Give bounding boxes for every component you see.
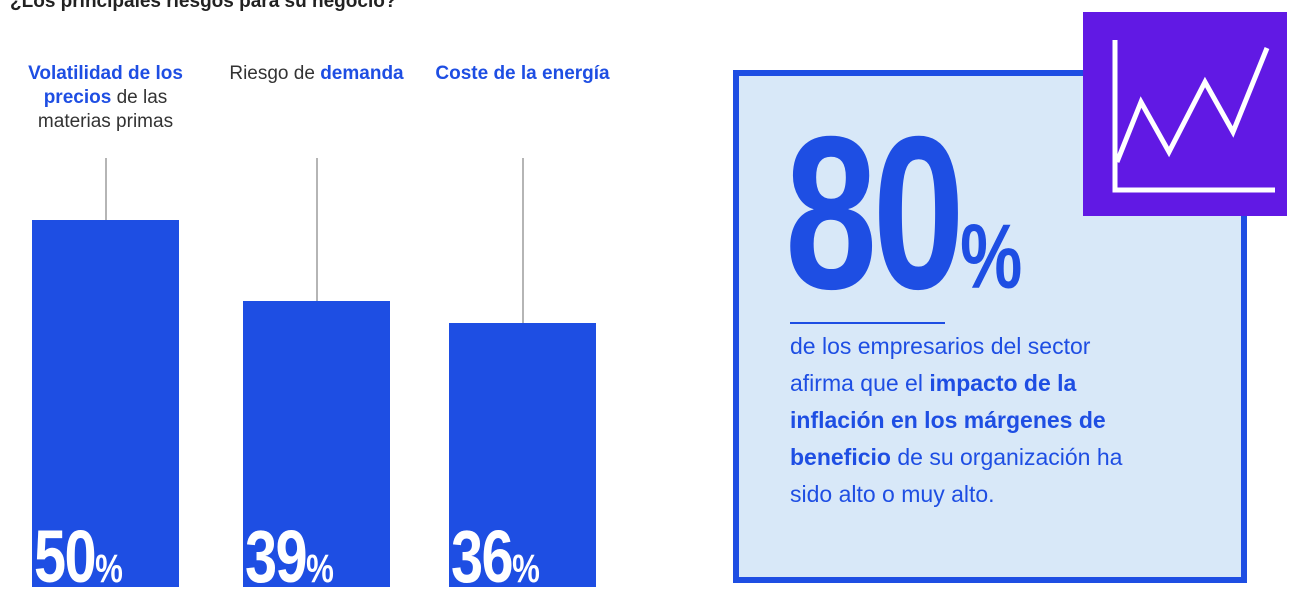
value-unit: % (95, 547, 123, 591)
category-part: demanda (320, 63, 404, 84)
value-unit: % (306, 547, 334, 591)
bar (32, 220, 179, 587)
category-label: Volatilidad de los precios de las materi… (6, 62, 206, 134)
callout-unit: % (960, 206, 1023, 308)
icon (1083, 12, 1287, 216)
value-label: 36% (451, 514, 540, 599)
category-part: Volatilidad de los precios (28, 63, 183, 108)
page: ¿Los principales riesgos para su negocio… (6, 0, 1287, 587)
callout-text: de los empresarios del sector afirma que… (790, 328, 1130, 513)
callout-part: impacto de la inflación en los márgenes … (790, 370, 1106, 470)
bar (243, 300, 390, 587)
value-unit: % (512, 547, 540, 591)
category-part: Coste de la energía (435, 63, 610, 84)
title: ¿Los principales riesgos para su negocio… (10, 0, 397, 12)
bar (449, 322, 596, 587)
value: 36 (451, 515, 514, 598)
category-label: Coste de la energía (423, 62, 623, 86)
value-label: 39% (245, 514, 334, 599)
callout-part: de su organización ha sido alto o muy al… (790, 444, 1123, 507)
icon-line (1114, 47, 1270, 163)
category-label: Riesgo de demanda (217, 62, 417, 86)
callout-figure: 80% (785, 105, 1022, 323)
category-part: Riesgo de (229, 63, 321, 84)
rule (790, 322, 945, 324)
leader-line (521, 158, 524, 323)
callout-part: de los empresarios del sector afirma que… (790, 333, 1091, 396)
value: 50 (34, 515, 97, 598)
value-label: 50% (34, 514, 123, 599)
callout-value: 80 (785, 92, 965, 335)
category-part: de las materias primas (37, 87, 174, 132)
value: 39 (245, 515, 308, 598)
leader-line (104, 158, 107, 220)
icon-axes (1112, 40, 1275, 193)
leader-line (315, 158, 318, 301)
